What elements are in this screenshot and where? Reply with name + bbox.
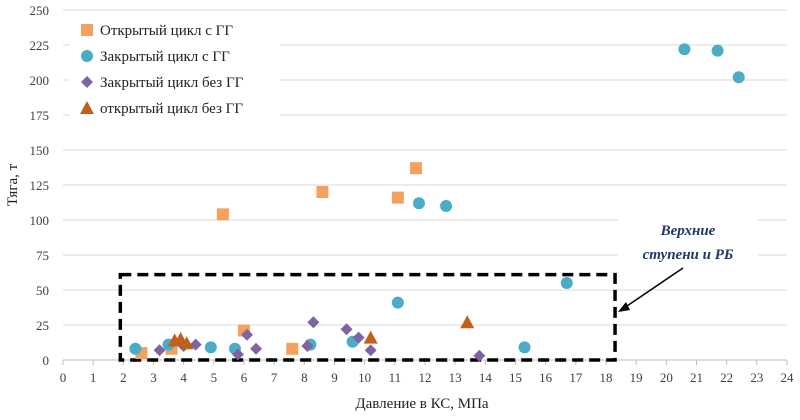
- square-data-point: [286, 342, 299, 355]
- y-tick-label: 200: [30, 73, 50, 88]
- square-data-point: [409, 162, 422, 175]
- circle-data-point: [440, 200, 453, 212]
- square-data-point: [216, 208, 229, 221]
- x-tick-label: 3: [150, 370, 157, 385]
- x-tick-label: 20: [660, 370, 673, 385]
- annotation-line-2: ступени и РБ: [643, 247, 734, 263]
- circle-data-point: [391, 296, 404, 309]
- x-tick-label: 18: [600, 370, 613, 385]
- x-tick-label: 8: [301, 370, 308, 385]
- diamond-data-point: [153, 344, 166, 357]
- y-tick-label: 0: [43, 353, 50, 368]
- y-tick-label: 75: [36, 248, 49, 263]
- x-tick-marks: [62, 360, 788, 365]
- x-tick-label: 15: [509, 370, 522, 385]
- diamond-data-point: [231, 348, 244, 361]
- x-tick-label: 9: [331, 370, 338, 385]
- legend-item: открытый цикл без ГГ: [80, 101, 243, 117]
- legend-triangle-marker: [80, 101, 94, 114]
- legend-item: Закрытый цикл с ГГ: [81, 49, 230, 65]
- x-tick-label: 2: [120, 370, 127, 385]
- circle-data-point: [412, 197, 425, 210]
- annotation-arrowhead: [618, 302, 630, 312]
- x-tick-label: 21: [690, 370, 703, 385]
- x-tick-label: 11: [389, 370, 402, 385]
- x-tick-label: 6: [241, 370, 248, 385]
- data-points: [129, 43, 745, 362]
- circle-data-point: [560, 277, 573, 289]
- x-tick-label: 0: [60, 370, 67, 385]
- series-triangle: [167, 315, 475, 350]
- highlight-region-box: [118, 272, 617, 362]
- legend-label: Закрытый цикл без ГГ: [100, 75, 244, 91]
- square-data-point: [316, 186, 329, 198]
- circle-data-point: [678, 43, 691, 56]
- diamond-data-point: [307, 316, 320, 329]
- circle-data-point: [711, 44, 724, 57]
- diamond-data-point: [250, 342, 263, 355]
- x-tick-labels: 0 1 2 3 4 5 6 7 8 9 10 11 12 13 14 15 16 17 18 19 20 21 22 23 24: [60, 370, 794, 385]
- x-tick-label: 22: [720, 370, 733, 385]
- y-tick-label: 25: [36, 318, 49, 333]
- legend-label: Открытый цикл с ГГ: [100, 23, 233, 39]
- legend-item: Открытый цикл с ГГ: [81, 23, 233, 39]
- triangle-data-point: [363, 330, 378, 344]
- series-diamond: [153, 316, 486, 362]
- triangle-data-point: [460, 315, 475, 329]
- y-tick-label: 150: [30, 143, 50, 158]
- x-tick-label: 1: [90, 370, 97, 385]
- legend-item: Закрытый цикл без ГГ: [81, 75, 244, 91]
- x-tick-label: 17: [569, 370, 583, 385]
- y-tick-label: 100: [30, 213, 50, 228]
- diamond-data-point: [473, 349, 486, 362]
- annotation-arrow: [623, 267, 684, 309]
- diamond-data-point: [352, 331, 365, 344]
- legend-square-marker: [81, 24, 93, 36]
- x-tick-label: 13: [449, 370, 462, 385]
- annotation-background: [618, 215, 758, 267]
- diamond-data-point: [301, 340, 314, 352]
- annotation-line-1: Верхние: [660, 223, 716, 239]
- circle-data-point: [129, 342, 142, 355]
- legend-circle-marker: [81, 50, 93, 62]
- x-tick-label: 23: [750, 370, 763, 385]
- legend-label: Закрытый цикл с ГГ: [100, 49, 230, 65]
- x-tick-label: 7: [271, 370, 278, 385]
- x-tick-label: 14: [479, 370, 493, 385]
- legend: Открытый цикл с ГГ Закрытый цикл с ГГ Закр…: [70, 12, 280, 124]
- legend-background: [70, 12, 280, 124]
- series-circle: [129, 43, 745, 355]
- legend-diamond-marker: [81, 76, 93, 88]
- x-tick-label: 4: [180, 370, 187, 385]
- legend-label: открытый цикл без ГГ: [100, 101, 243, 117]
- y-tick-label: 50: [36, 283, 49, 298]
- y-axis-title: Тяга, т: [5, 163, 21, 206]
- x-tick-label: 24: [781, 370, 795, 385]
- y-tick-label: 175: [30, 108, 50, 123]
- x-tick-label: 19: [630, 370, 643, 385]
- y-tick-label: 125: [30, 178, 50, 193]
- x-tick-label: 16: [539, 370, 553, 385]
- triangle-data-point: [179, 336, 194, 350]
- x-tick-label: 12: [419, 370, 432, 385]
- circle-data-point: [204, 341, 217, 354]
- x-axis-title: Давление в КС, МПа: [355, 396, 489, 412]
- y-tick-label: 225: [30, 38, 50, 53]
- x-tick-label: 5: [211, 370, 218, 385]
- series-square: [135, 162, 422, 359]
- circle-data-point: [518, 341, 531, 354]
- diamond-data-point: [241, 328, 254, 341]
- diamond-data-point: [364, 344, 377, 357]
- diamond-data-point: [340, 323, 353, 336]
- y-tick-label: 250: [30, 3, 50, 18]
- x-tick-label: 10: [358, 370, 371, 385]
- square-data-point: [391, 191, 404, 204]
- y-tick-labels: 0 25 50 75 100 125 150 175 200 225 250: [30, 3, 50, 368]
- circle-data-point: [732, 71, 745, 84]
